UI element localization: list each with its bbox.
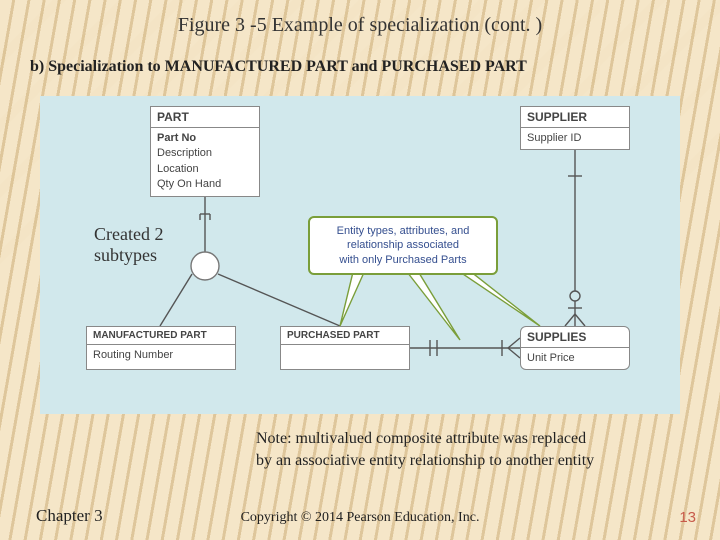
entity-purchased-part: PURCHASED PART — [280, 326, 410, 370]
attr-routing: Routing Number — [93, 348, 229, 363]
note-line2: by an associative entity relationship to… — [256, 452, 594, 469]
entity-part-attrs: Part No Description Location Qty On Hand — [151, 128, 259, 196]
er-diagram: PART Part No Description Location Qty On… — [40, 96, 680, 414]
callout-purchased-parts: Entity types, attributes, and relationsh… — [308, 216, 498, 275]
figure-title: Figure 3 -5 Example of specialization (c… — [0, 14, 720, 37]
annotation-line2: subtypes — [94, 245, 163, 266]
attr-unitprice: Unit Price — [527, 351, 623, 366]
attr-description: Description — [157, 146, 253, 161]
annotation-line1: Created 2 — [94, 224, 163, 245]
entity-manufactured-attrs: Routing Number — [87, 345, 235, 366]
callout-line1: Entity types, attributes, and — [320, 224, 486, 238]
entity-supplier: SUPPLIER Supplier ID — [520, 106, 630, 150]
entity-supplier-title: SUPPLIER — [521, 107, 629, 128]
attr-supplierid: Supplier ID — [527, 131, 623, 146]
figure-title-text: Figure 3 -5 Example of specialization (c… — [178, 14, 542, 36]
entity-purchased-attrs — [281, 345, 409, 351]
callout-line2: relationship associated — [320, 238, 486, 252]
attr-location: Location — [157, 162, 253, 177]
attr-partno: Part No — [157, 131, 253, 146]
entity-purchased-title: PURCHASED PART — [281, 327, 409, 345]
entity-part-title: PART — [151, 107, 259, 128]
entity-supplies-title: SUPPLIES — [521, 327, 629, 348]
entity-manufactured-part: MANUFACTURED PART Routing Number — [86, 326, 236, 370]
copyright-text: Copyright © 2014 Pearson Education, Inc. — [0, 510, 720, 526]
slide: Figure 3 -5 Example of specialization (c… — [0, 0, 720, 540]
attr-qty: Qty On Hand — [157, 177, 253, 192]
figure-subtitle: b) Specialization to MANUFACTURED PART a… — [30, 58, 527, 76]
entity-manufactured-title: MANUFACTURED PART — [87, 327, 235, 345]
entity-supplies: SUPPLIES Unit Price — [520, 326, 630, 370]
annotation-created-subtypes: Created 2 subtypes — [94, 224, 163, 266]
entity-supplier-attrs: Supplier ID — [521, 128, 629, 149]
callout-line3: with only Purchased Parts — [320, 253, 486, 267]
entity-supplies-attrs: Unit Price — [521, 348, 629, 369]
note-text: Note: multivalued composite attribute wa… — [256, 428, 706, 471]
page-number: 13 — [679, 509, 696, 526]
entity-part: PART Part No Description Location Qty On… — [150, 106, 260, 197]
note-line1: Note: multivalued composite attribute wa… — [256, 430, 586, 447]
